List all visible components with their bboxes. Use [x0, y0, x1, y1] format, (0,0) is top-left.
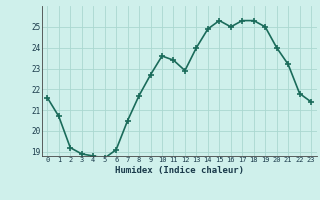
X-axis label: Humidex (Indice chaleur): Humidex (Indice chaleur)	[115, 166, 244, 175]
